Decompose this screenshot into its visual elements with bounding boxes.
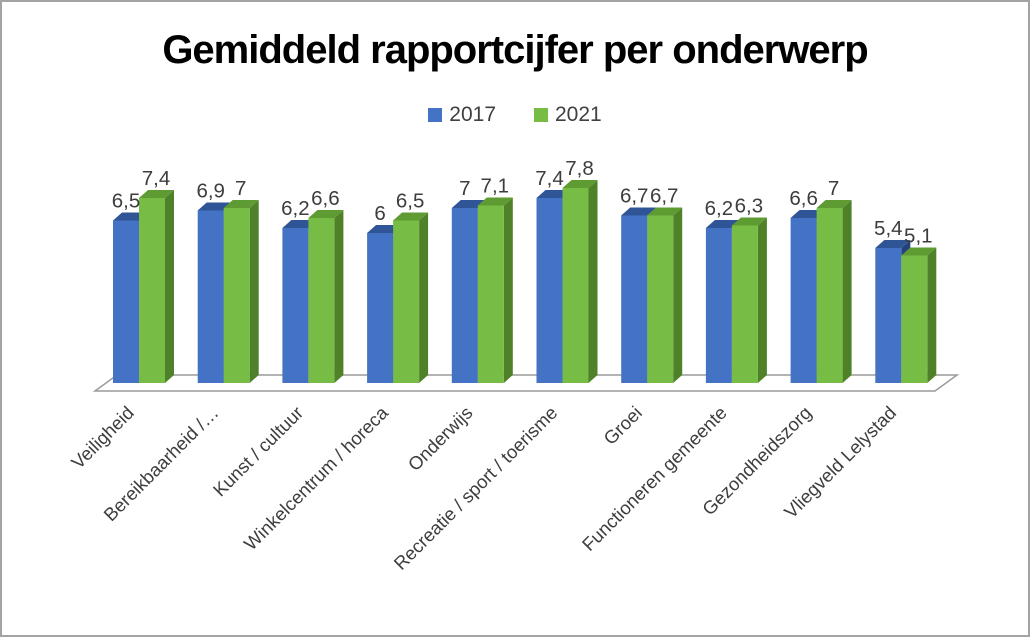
bar-2021-7 xyxy=(647,215,674,383)
chart-title: Gemiddeld rapportcijfer per onderwerp xyxy=(162,28,868,72)
bar-2017-3 xyxy=(282,228,309,383)
bar-top-2021 xyxy=(477,197,513,206)
bar-top-2021 xyxy=(139,190,174,198)
bar-2021-2 xyxy=(223,208,250,383)
value-label-2021: 7 xyxy=(828,177,839,200)
category-label: Onderwijs xyxy=(404,402,477,475)
bar-top-2017 xyxy=(621,207,657,216)
bar-side-2021 xyxy=(673,207,683,383)
value-label-2021: 5,1 xyxy=(904,225,933,248)
bar-side-2021 xyxy=(503,197,513,383)
legend-item-2021: 2021 xyxy=(534,103,602,127)
value-label-2017: 7,4 xyxy=(535,167,564,190)
value-label-2021: 7,1 xyxy=(481,175,510,198)
legend-swatch-2021-icon xyxy=(534,108,548,122)
value-label-2017: 6,5 xyxy=(112,190,141,213)
value-label-2017: 7 xyxy=(459,177,470,200)
bar-top-2021 xyxy=(308,210,344,218)
bar-top-2021 xyxy=(562,180,598,188)
bar-2017-6 xyxy=(536,198,563,383)
bar-2017-9 xyxy=(790,218,817,383)
bar-2017-10 xyxy=(875,248,902,383)
legend-label-2021: 2021 xyxy=(555,103,602,126)
bar-2021-9 xyxy=(816,208,843,383)
bar-top-2021 xyxy=(223,200,259,208)
value-label-2017: 5,4 xyxy=(874,217,903,240)
category-label: Groei xyxy=(599,402,646,449)
category-label: Functioneren gemeente xyxy=(578,402,731,555)
category-label: Recreatie / sport / toerisme xyxy=(389,402,561,574)
bar-side-2021 xyxy=(842,200,852,383)
bar-side-2021 xyxy=(927,247,937,383)
bar-side-2021 xyxy=(757,217,767,383)
bar-2017-7 xyxy=(621,215,648,383)
bar-top-2017 xyxy=(875,240,911,248)
bar-top-2021 xyxy=(816,200,852,208)
value-label-2021: 6,3 xyxy=(735,195,764,218)
bar-side-2021 xyxy=(334,210,344,383)
bar-2021-10 xyxy=(901,255,928,383)
value-label-2017: 6,9 xyxy=(196,180,225,203)
bar-2017-4 xyxy=(367,233,394,383)
value-label-2021: 6,7 xyxy=(650,185,679,208)
bar-top-2021 xyxy=(901,247,937,256)
bar-2021-1 xyxy=(139,198,165,383)
bar-side-2021 xyxy=(165,190,174,383)
bar-2017-5 xyxy=(451,208,478,383)
bar-side-2021 xyxy=(419,212,429,383)
category-label: Winkelcentrum / horeca xyxy=(240,401,393,554)
value-label-2017: 6,6 xyxy=(789,187,818,210)
bar-top-2021 xyxy=(393,212,429,221)
value-label-2017: 6,2 xyxy=(281,197,310,220)
bar-2021-8 xyxy=(731,225,758,383)
value-label-2017: 6 xyxy=(374,202,385,225)
bar-2017-2 xyxy=(197,210,224,383)
bar-top-2021 xyxy=(647,207,683,216)
value-label-2021: 7,8 xyxy=(565,157,594,180)
legend-swatch-2017-icon xyxy=(428,108,443,122)
chart-legend: 2017 2021 xyxy=(2,103,1028,127)
value-label-2021: 6,6 xyxy=(311,187,340,210)
bar-2017-1 xyxy=(113,220,139,383)
bar-side-2021 xyxy=(249,200,259,383)
bar-2021-3 xyxy=(308,218,335,383)
legend-item-2017: 2017 xyxy=(428,103,496,127)
bar-2021-5 xyxy=(477,205,504,383)
value-label-2017: 6,2 xyxy=(705,197,734,220)
value-label-2021: 6,5 xyxy=(396,190,425,213)
category-label: Veiligheid xyxy=(67,402,138,473)
bar-2017-8 xyxy=(705,228,732,383)
value-label-2021: 7 xyxy=(235,177,246,200)
value-label-2021: 7,4 xyxy=(142,167,171,190)
bar-2021-6 xyxy=(562,188,589,383)
bar-top-2021 xyxy=(731,217,767,226)
value-label-2017: 6,7 xyxy=(620,185,649,208)
bar-side-2021 xyxy=(588,180,598,383)
legend-label-2017: 2017 xyxy=(449,103,496,126)
bar-2021-4 xyxy=(393,220,420,383)
